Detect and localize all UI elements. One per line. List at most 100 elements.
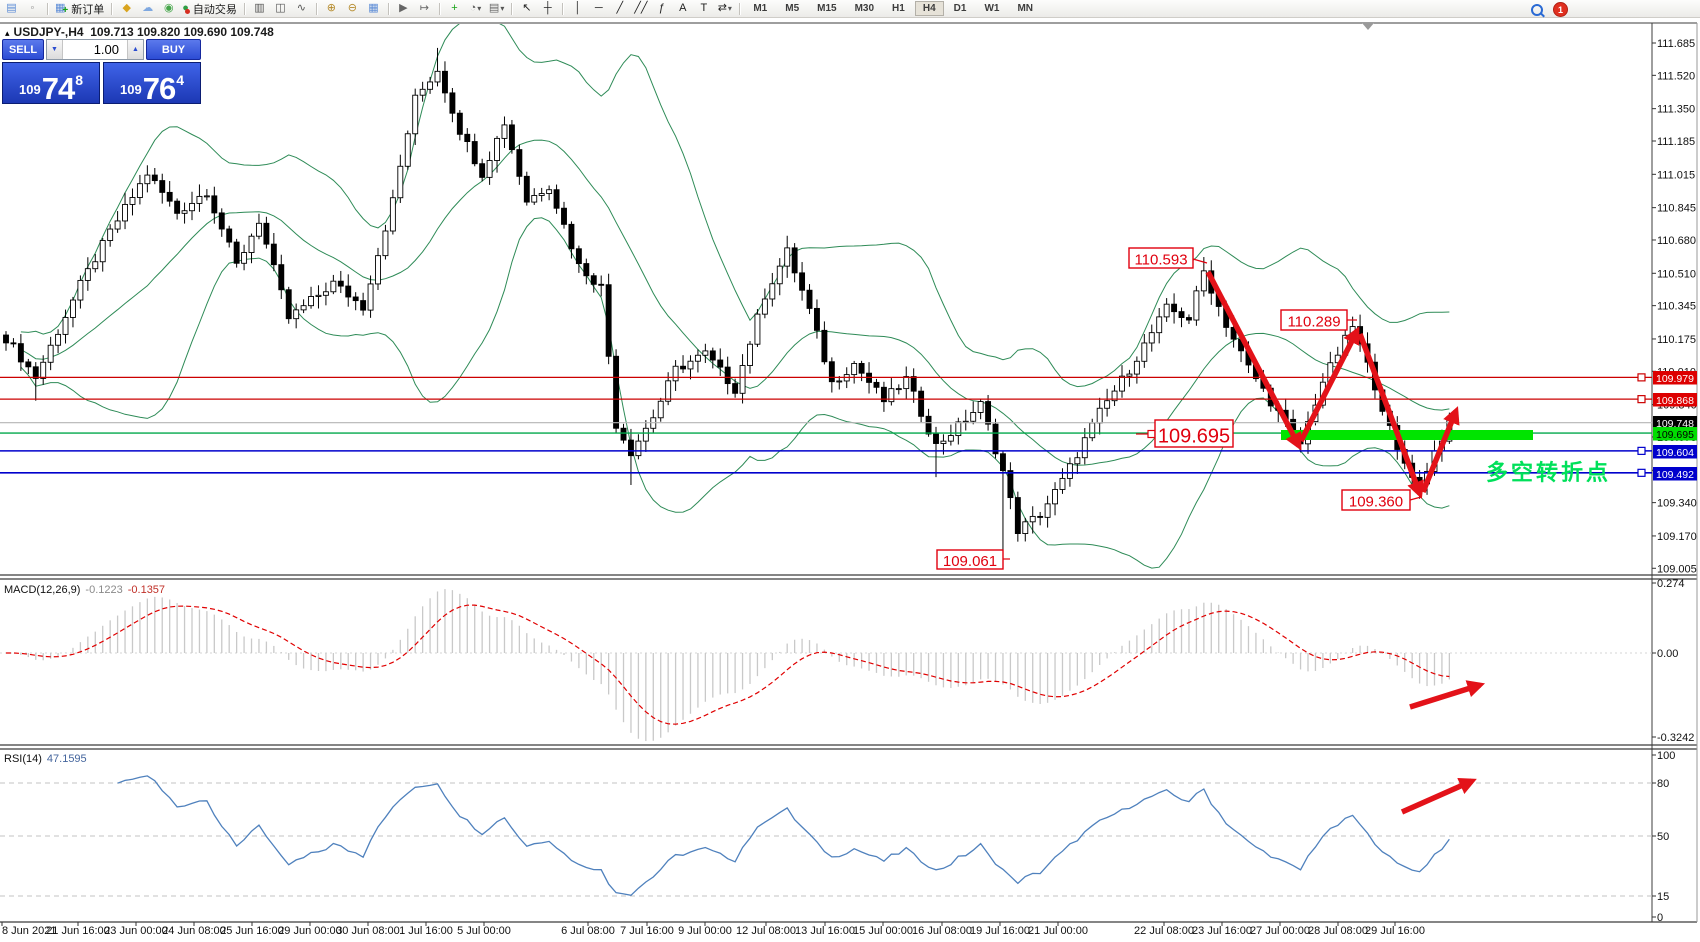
horizontal-line-icon[interactable]: ─ bbox=[594, 2, 603, 14]
date-label: 24 Jun 08:00 bbox=[162, 925, 226, 937]
periods-icon[interactable]: ◔ ▾ bbox=[469, 2, 482, 14]
timeframe-H1[interactable]: H1 bbox=[892, 3, 905, 14]
price-axis-label: 110.845 bbox=[1657, 203, 1696, 215]
price-tag-text: 109.492 bbox=[1656, 469, 1694, 481]
rsi-axis-label: 15 bbox=[1657, 891, 1669, 903]
trend-arrow[interactable] bbox=[1400, 777, 1477, 815]
sell-button[interactable]: SELL bbox=[2, 39, 44, 60]
rsi-axis-label: 0 bbox=[1657, 912, 1663, 924]
chart-window-caret[interactable]: ◦ bbox=[30, 2, 35, 14]
rsi-axis-label: 100 bbox=[1657, 750, 1675, 762]
price-tag-109.748 bbox=[1653, 416, 1697, 430]
direction-icon: ▴ bbox=[5, 28, 10, 38]
channel-icon[interactable]: ╱╱ bbox=[634, 2, 648, 14]
line-chart-icon[interactable]: ∿ bbox=[296, 2, 307, 14]
sell-price-main: 74 bbox=[41, 71, 75, 106]
timeframe-M30[interactable]: M30 bbox=[854, 3, 875, 14]
price-axis-label: 111.015 bbox=[1657, 169, 1695, 181]
trend-arrow[interactable] bbox=[1420, 406, 1460, 494]
price-annotation-box[interactable] bbox=[1280, 309, 1348, 331]
hline-marker[interactable] bbox=[1637, 468, 1646, 477]
date-label: 5 Jul 00:00 bbox=[457, 925, 511, 937]
timeframe-M15[interactable]: M15 bbox=[817, 3, 837, 14]
buy-price[interactable]: 109 76 4 bbox=[103, 62, 201, 104]
price-annotation-box[interactable] bbox=[1341, 489, 1411, 511]
turning-point-note[interactable]: 多空转折点 bbox=[1486, 460, 1611, 485]
chart-window-icon[interactable]: ▤ bbox=[6, 2, 17, 14]
hline-marker[interactable] bbox=[1637, 395, 1646, 404]
timeframe-MN[interactable]: MN bbox=[1017, 3, 1033, 14]
signal-icon[interactable]: ◉ bbox=[163, 2, 174, 14]
price-annotation-text: 110.289 bbox=[1287, 314, 1340, 331]
timeframe-M1[interactable]: M1 bbox=[753, 3, 768, 14]
label-icon[interactable]: T bbox=[700, 2, 708, 14]
price-axis-label: 111.350 bbox=[1657, 104, 1695, 116]
timeframe-D1[interactable]: D1 bbox=[953, 3, 967, 14]
notification-badge[interactable]: 1 bbox=[1554, 3, 1567, 16]
price-axis-label: 110.175 bbox=[1657, 334, 1696, 346]
symbol-line: ▴ USDJPY-,H4 109.713 109.820 109.690 109.… bbox=[5, 25, 274, 39]
price-annotation-box[interactable] bbox=[1128, 247, 1194, 269]
text-icon[interactable]: A bbox=[679, 2, 687, 14]
chart-shift-icon[interactable]: ↦ bbox=[419, 2, 430, 14]
rsi-label: RSI(14) bbox=[4, 753, 42, 765]
date-label: 23 Jun 00:00 bbox=[104, 925, 168, 937]
date-label: 22 Jul 08:00 bbox=[1134, 925, 1194, 937]
bar-chart-icon[interactable]: ▥ bbox=[254, 2, 265, 14]
volume-up-button[interactable]: ▲ bbox=[127, 40, 143, 59]
symbol-ohlc: 109.713 109.820 109.690 109.748 bbox=[90, 25, 274, 39]
vertical-line-icon[interactable]: │ bbox=[574, 2, 582, 14]
sell-price[interactable]: 109 74 8 bbox=[2, 62, 100, 104]
timeframe-H4[interactable]: H4 bbox=[914, 1, 944, 16]
cloud-icon[interactable]: ☁ bbox=[142, 2, 154, 14]
annotation-anchor bbox=[1147, 429, 1156, 439]
rsi-plot bbox=[117, 775, 1450, 897]
zoom-in-icon[interactable]: ⊕ bbox=[326, 2, 337, 14]
price-annotation-box[interactable] bbox=[1154, 419, 1234, 448]
cursor-icon[interactable]: ↖ bbox=[522, 2, 532, 14]
templates-icon[interactable]: ▤ ▾ bbox=[488, 2, 505, 14]
price-axis-label: 111.185 bbox=[1657, 136, 1695, 148]
timeframe-W1[interactable]: W1 bbox=[984, 3, 1000, 14]
candlestick-icon[interactable]: ◫ bbox=[275, 2, 286, 14]
buy-button[interactable]: BUY bbox=[146, 39, 201, 60]
buy-price-main: 76 bbox=[142, 71, 176, 106]
price-annotation-box[interactable] bbox=[936, 549, 1004, 570]
price-annotation-text: 109.360 bbox=[1349, 494, 1403, 511]
tile-windows-icon[interactable]: ▦ bbox=[368, 2, 379, 14]
support-zone[interactable] bbox=[1281, 430, 1533, 440]
indicators-icon[interactable]: + bbox=[451, 2, 458, 14]
hline-marker[interactable] bbox=[1637, 373, 1646, 382]
hline-marker[interactable] bbox=[1637, 446, 1646, 455]
macd-header: MACD(12,26,9) -0.1223 -0.1357 bbox=[4, 584, 165, 596]
crosshair-icon[interactable]: ┼ bbox=[543, 2, 552, 14]
trendline-icon[interactable]: ╱ bbox=[616, 2, 624, 14]
trend-arrow[interactable] bbox=[1205, 270, 1302, 451]
trend-arrow[interactable] bbox=[1298, 326, 1360, 443]
trend-arrow[interactable] bbox=[1357, 333, 1424, 499]
deposit-icon[interactable]: ◆ bbox=[122, 2, 131, 14]
volume-input[interactable]: 1.00 bbox=[93, 42, 119, 57]
timeframe-M5[interactable]: M5 bbox=[785, 3, 800, 14]
zoom-out-icon[interactable]: ⊖ bbox=[347, 2, 358, 14]
arrows-icon[interactable]: ⇄ ▾ bbox=[717, 2, 732, 14]
volume-stepper: ▼ 1.00 ▲ bbox=[46, 39, 144, 60]
auto-scroll-icon[interactable]: ▶ bbox=[399, 2, 408, 14]
price-axis-label: 109.340 bbox=[1657, 498, 1697, 510]
auto-trading-icon[interactable]: ● 自动交易 bbox=[182, 2, 237, 16]
trend-arrow[interactable] bbox=[1409, 680, 1486, 710]
price-annotation-text: 110.593 bbox=[1134, 252, 1187, 269]
price-tag-109.695 bbox=[1653, 427, 1697, 441]
date-label: 21 Jul 00:00 bbox=[1028, 925, 1088, 937]
chart-shift-marker[interactable] bbox=[1362, 23, 1374, 30]
sell-price-prefix: 109 bbox=[19, 82, 41, 97]
search-icon[interactable] bbox=[1527, 2, 1546, 17]
rsi-axis-label: 50 bbox=[1657, 831, 1669, 843]
new-order-icon[interactable]: ▦ + 新订单 bbox=[55, 2, 105, 16]
date-label: 13 Jul 16:00 bbox=[795, 925, 855, 937]
price-axis-label: 110.345 bbox=[1657, 301, 1696, 313]
fibonacci-icon[interactable]: ƒ bbox=[658, 2, 665, 14]
macd-plot bbox=[6, 589, 1451, 742]
volume-down-button[interactable]: ▼ bbox=[47, 40, 63, 59]
